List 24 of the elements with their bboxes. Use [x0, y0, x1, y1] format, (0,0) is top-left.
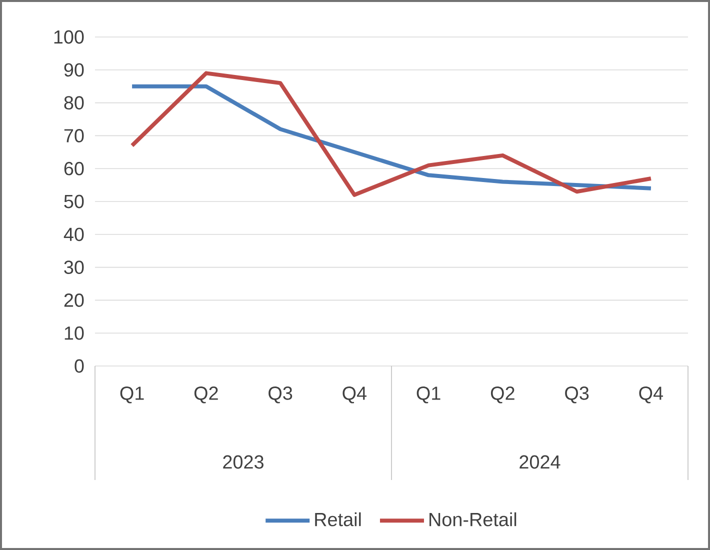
x-tick-label: Q1: [416, 386, 440, 404]
y-tick-label: 60: [64, 162, 84, 176]
x-tick-label: Q2: [490, 386, 514, 404]
y-tick-label: 50: [64, 194, 84, 208]
y-tick-label: 70: [64, 128, 84, 142]
text: 2024: [520, 455, 560, 469]
text: 2023: [223, 455, 264, 469]
y-tick-label: 10: [64, 326, 84, 340]
y-tick-label: 90: [64, 63, 84, 77]
y-tick-label: 30: [64, 260, 84, 274]
y-tick-label: 40: [64, 228, 84, 242]
x-tick-label: Q4: [342, 386, 367, 404]
x-tick-label: Q4: [639, 386, 664, 404]
y-tick-label: 100: [54, 30, 84, 44]
legend-label: Retail: [315, 512, 361, 526]
y-tick-label: 20: [64, 293, 84, 307]
y-tick-label: 80: [64, 96, 84, 110]
legend-label: Non-Retail: [430, 512, 516, 526]
x-tick-label: Q1: [120, 386, 144, 404]
y-tick-label: 0: [74, 359, 84, 373]
line-series: [130, 71, 653, 197]
x-tick-label: Q3: [268, 386, 292, 404]
x-tick-label: Q3: [565, 386, 589, 404]
x-tick-label: Q2: [194, 386, 218, 404]
